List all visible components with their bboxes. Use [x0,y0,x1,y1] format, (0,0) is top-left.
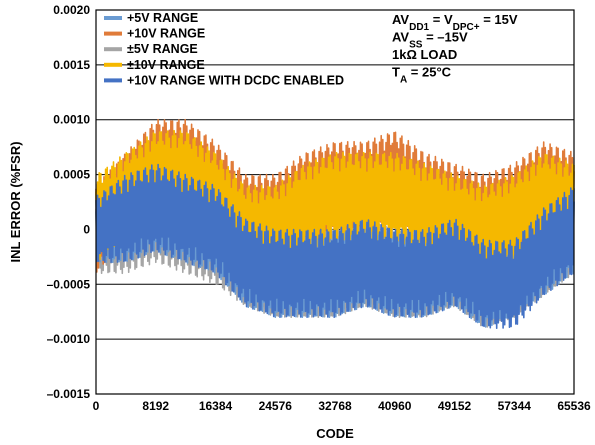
legend: +5V RANGE +10V RANGE±5V RANGE ±10V RANGE+1… [104,11,344,87]
legend-label: ±10V RANGE [127,58,205,72]
y-tick-label: 0 [83,222,90,236]
y-axis-title: INL ERROR (%FSR) [8,141,23,262]
y-tick-label: 0.0010 [53,113,90,127]
y-tick-label: –0.0010 [47,332,91,346]
x-tick-label: 0 [93,399,100,413]
legend-label: +5V RANGE [127,11,198,25]
x-tick-label: 40960 [378,399,412,413]
legend-swatch [104,47,122,52]
legend-swatch [104,16,122,20]
x-tick-labels: 0 8192 16384 24576 32768 40960 49152 57344 65536 [93,399,591,413]
series-line [95,118,575,273]
y-tick-label: –0.0005 [47,277,91,291]
x-tick-label: 32768 [318,399,352,413]
condition-line: AVSS = –15V [392,30,468,51]
plot-frame [95,9,575,395]
legend-swatch [104,31,122,36]
legend-label: ±5V RANGE [127,42,198,56]
series-line [95,129,575,275]
condition-line: TA = 25°C [392,65,452,86]
series-layer [95,118,575,329]
legend-label: +10V RANGE WITH DCDC ENABLED [127,73,344,87]
legend-swatch [104,78,122,83]
x-tick-label: 57344 [498,399,532,413]
legend-label: +10V RANGE [127,27,205,41]
x-axis-title: CODE [316,426,354,441]
y-tick-label: 0.0005 [53,168,90,182]
y-tick-label: 0.0015 [53,58,90,72]
x-tick-label: 24576 [259,399,293,413]
condition-line: 1kΩ LOAD [392,47,457,62]
series-line [95,163,575,329]
y-tick-label: –0.0015 [47,387,91,401]
x-tick-label: 8192 [142,399,169,413]
x-tick-label: 65536 [557,399,591,413]
legend-swatch [104,62,122,67]
y-tick-label: 0.0020 [53,3,90,17]
condition-line: AVDD1 = VDPC+ = 15V [392,12,518,33]
y-tick-labels: 0.0020 0.0015 0.0010 0.0005 0 –0.0005 –0.0010 –… [47,3,91,401]
x-tick-label: 49152 [438,399,472,413]
x-tick-label: 16384 [199,399,233,413]
